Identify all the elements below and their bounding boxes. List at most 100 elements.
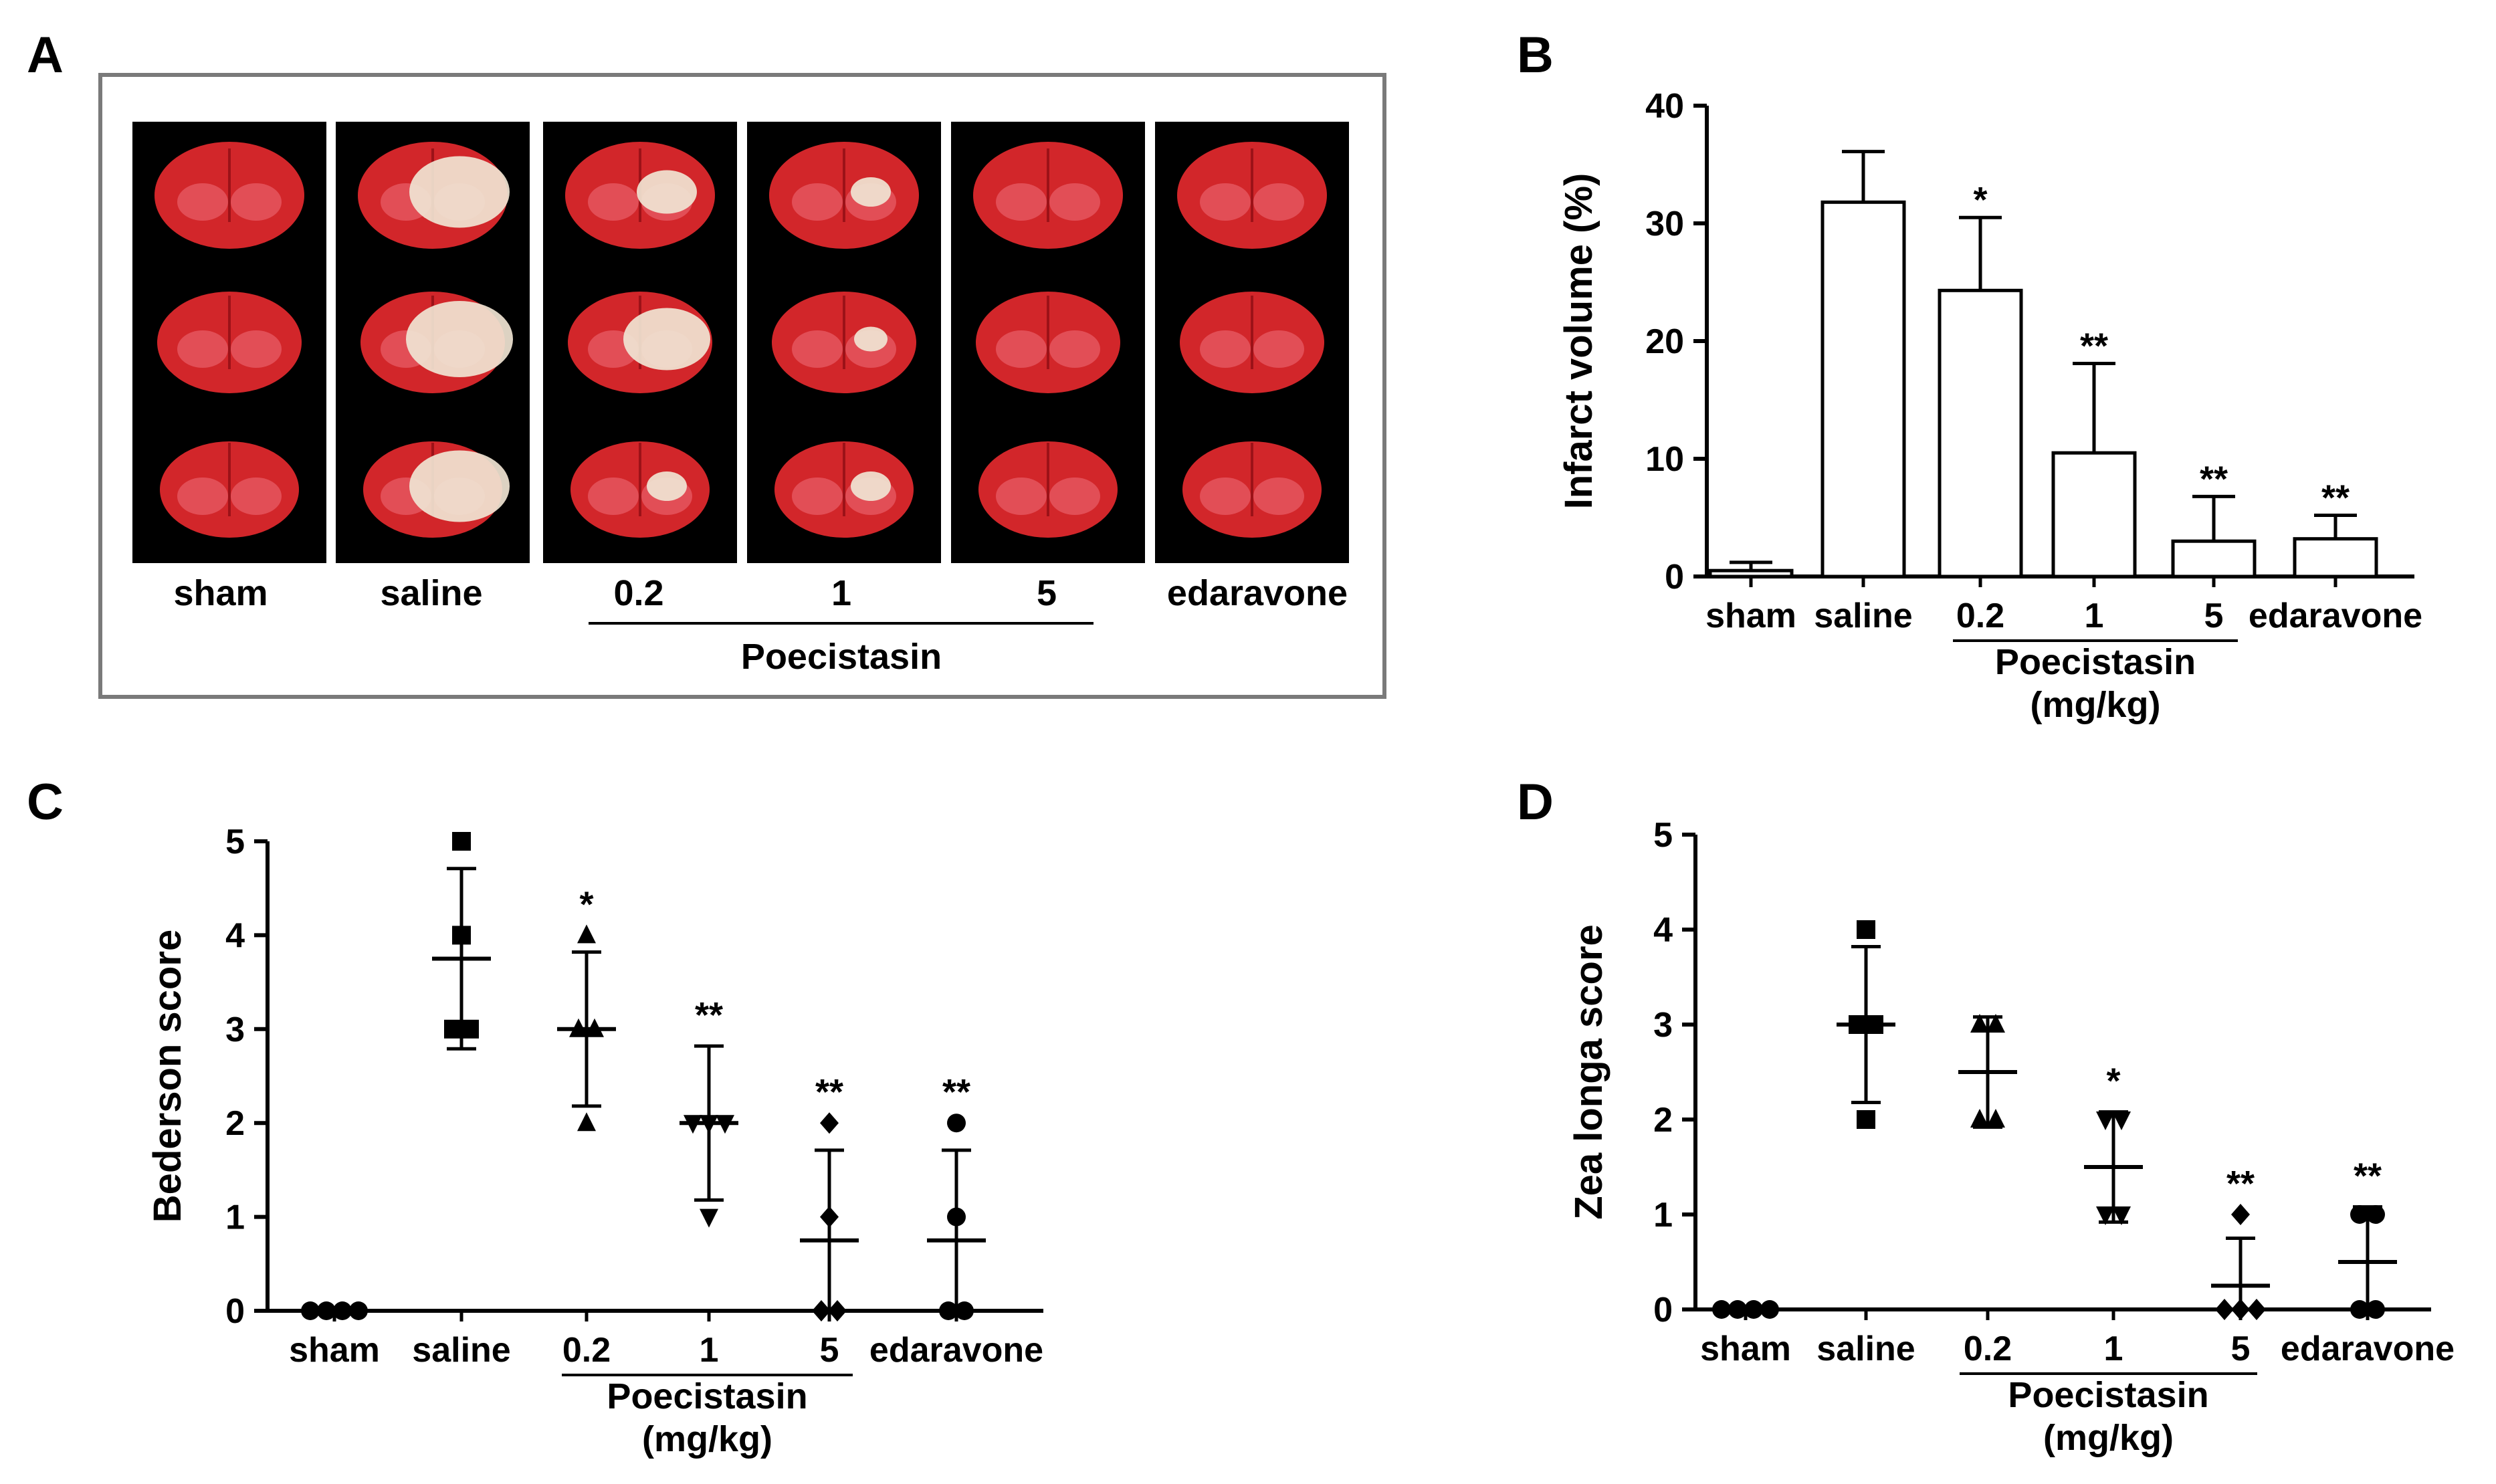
y-tick-label: 1 [1653, 1196, 1673, 1235]
slice-hemisphere-left [177, 478, 228, 515]
panel-b-infarct-chart: 0 10 20 30 40 Infarct volume (%) sham saline 0.2… [1557, 87, 2422, 725]
data-point [2350, 1300, 2369, 1319]
y-tick-label: 10 [1645, 440, 1684, 479]
panel-a-group-label: 1 [831, 573, 851, 613]
brain-slice [772, 292, 916, 393]
y-tick-label: 5 [225, 823, 245, 861]
x-tick-label: sham [1705, 597, 1796, 635]
group-label: Poecistasin [1995, 642, 2196, 682]
brain-slice [769, 142, 919, 249]
bar [1708, 568, 1794, 578]
bar [2171, 539, 2257, 578]
data-point [939, 1301, 958, 1320]
group-label: Poecistasin [607, 1376, 807, 1416]
data-point [2215, 1299, 2234, 1320]
data-point [1970, 1109, 1989, 1128]
data-point [828, 1300, 847, 1321]
panel-letter-b: B [1517, 27, 1554, 84]
data-point [2231, 1204, 2250, 1225]
data-point [1970, 1014, 1989, 1033]
significance-mark: * [1973, 180, 1987, 220]
y-tick-label: 3 [1653, 1006, 1673, 1045]
y-tick-label: 3 [225, 1011, 245, 1049]
data-point [1986, 1014, 2005, 1033]
y-tick-label: 0 [225, 1292, 245, 1331]
data-point [700, 1208, 718, 1228]
x-tick-label: 0.2 [562, 1331, 611, 1370]
group-unit: (mg/kg) [2043, 1418, 2174, 1458]
panel-a-group-label: edaravone [1167, 573, 1348, 613]
x-tick-label: 1 [2104, 1330, 2123, 1368]
brain-slice [360, 292, 513, 393]
x-tick-label: 5 [820, 1331, 839, 1370]
x-tick-label: 1 [2085, 597, 2104, 635]
slice-hemisphere-left [177, 330, 228, 368]
slice-hemisphere-right [231, 183, 282, 221]
data-point [1986, 1109, 2005, 1128]
slice-infarct [854, 326, 888, 352]
y-tick-label: 4 [225, 916, 245, 955]
data-point [2112, 1206, 2131, 1225]
significance-mark: ** [942, 1072, 970, 1112]
data-point [955, 1301, 974, 1320]
brain-slice [358, 142, 510, 249]
data-point [460, 1019, 479, 1039]
brain-slice [976, 292, 1120, 393]
y-tick-label: 0 [1665, 558, 1684, 597]
slice-hemisphere-right [1049, 478, 1100, 515]
slice-hemisphere-left [792, 478, 843, 515]
slice-hemisphere-left [792, 330, 843, 368]
slice-infarct [409, 156, 510, 228]
slice-hemisphere-left [996, 330, 1047, 368]
data-point [820, 1112, 839, 1134]
data-point [577, 924, 596, 944]
significance-mark: ** [695, 995, 723, 1035]
panel-a-brain-slices: sham saline 0.2 1 5 edaravone Poecistasin [98, 73, 1386, 699]
bar [1938, 288, 2023, 578]
data-point [452, 832, 471, 851]
y-tick-label: 30 [1645, 205, 1684, 243]
group-unit: (mg/kg) [2031, 685, 2161, 725]
data-point [1857, 1110, 1875, 1129]
slice-hemisphere-right [231, 330, 282, 368]
y-tick-label: 2 [1653, 1101, 1673, 1140]
brain-slice [1180, 292, 1324, 393]
y-tick-label: 2 [225, 1104, 245, 1143]
slice-infarct [851, 177, 891, 207]
significance-mark: * [579, 884, 593, 924]
y-tick-label: 20 [1645, 322, 1684, 361]
slice-hemisphere-left [588, 478, 639, 515]
significance-mark: ** [2080, 326, 2108, 366]
data-point [444, 1019, 463, 1039]
slice-infarct [623, 308, 710, 370]
panel-letter-c: C [27, 774, 64, 831]
significance-mark: ** [2226, 1164, 2255, 1204]
data-point [2350, 1205, 2369, 1224]
brain-slice [160, 441, 299, 538]
panel-a-labels: sham saline 0.2 1 5 edaravone [173, 573, 1348, 613]
x-tick-label: edaravone [869, 1331, 1043, 1370]
slice-infarct [647, 471, 687, 501]
brain-slice [568, 292, 712, 393]
slice-columns [132, 122, 1349, 563]
brain-slice [363, 441, 510, 538]
x-tick-label: edaravone [2281, 1330, 2455, 1368]
slice-hemisphere-right [1253, 183, 1304, 221]
significance-mark: ** [2200, 459, 2228, 499]
data-point [2096, 1111, 2115, 1130]
x-tick-label: sham [1700, 1330, 1791, 1368]
bar [2051, 451, 2137, 578]
data-point [577, 1112, 596, 1132]
slice-hemisphere-right [1049, 330, 1100, 368]
x-tick-label: edaravone [2249, 597, 2422, 635]
x-tick-label: 0.2 [1956, 597, 2004, 635]
slice-hemisphere-left [1200, 330, 1251, 368]
slice-infarct [409, 450, 510, 522]
slice-hemisphere-left [588, 183, 639, 221]
data-point [2366, 1300, 2385, 1319]
significance-mark: ** [2354, 1156, 2382, 1196]
slice-infarct [637, 170, 697, 214]
panel-letter-a: A [27, 27, 64, 84]
panel-a-group-label: 5 [1037, 573, 1057, 613]
